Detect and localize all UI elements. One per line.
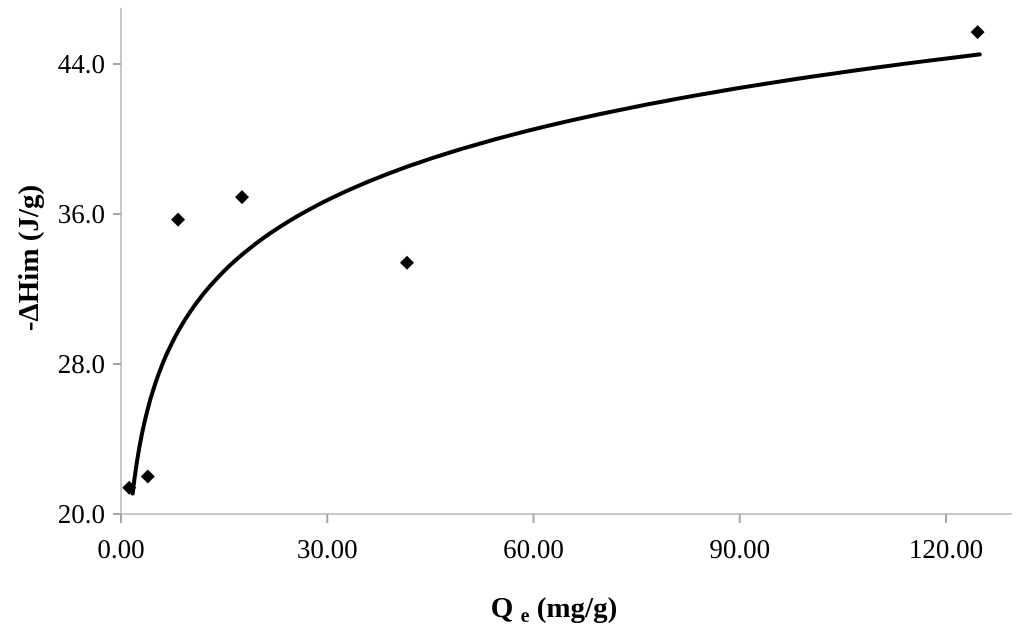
x-tick-label: 30.00: [297, 534, 358, 564]
data-point: [235, 190, 249, 205]
data-point: [400, 255, 414, 270]
y-tick-label: 36.0: [58, 199, 105, 229]
x-tick-label: 0.00: [97, 534, 144, 564]
x-axis-title: Q e (mg/g): [491, 592, 617, 629]
y-tick-label: 44.0: [58, 49, 105, 79]
data-point: [122, 480, 137, 495]
data-point: [970, 25, 985, 40]
data-point: [140, 469, 155, 484]
y-tick-label: 20.0: [58, 499, 105, 529]
x-tick-label: 120.00: [909, 534, 983, 564]
trend-line: [130, 52, 982, 496]
y-tick-label: 28.0: [58, 349, 105, 379]
x-tick-label: 60.00: [503, 534, 564, 564]
x-axis-title-rest: (mg/g): [537, 592, 618, 624]
x-tick-label: 90.00: [709, 534, 770, 564]
data-point: [171, 212, 186, 227]
x-axis-title-main: Q: [491, 592, 514, 624]
x-axis-title-sub: e: [521, 605, 530, 627]
plot-area: 20.0 28.0 36.0 44.0 0.00 30.00 60.00 90.00 120.0…: [58, 7, 1012, 564]
y-axis-title: -ΔHim (J/g): [13, 185, 45, 331]
